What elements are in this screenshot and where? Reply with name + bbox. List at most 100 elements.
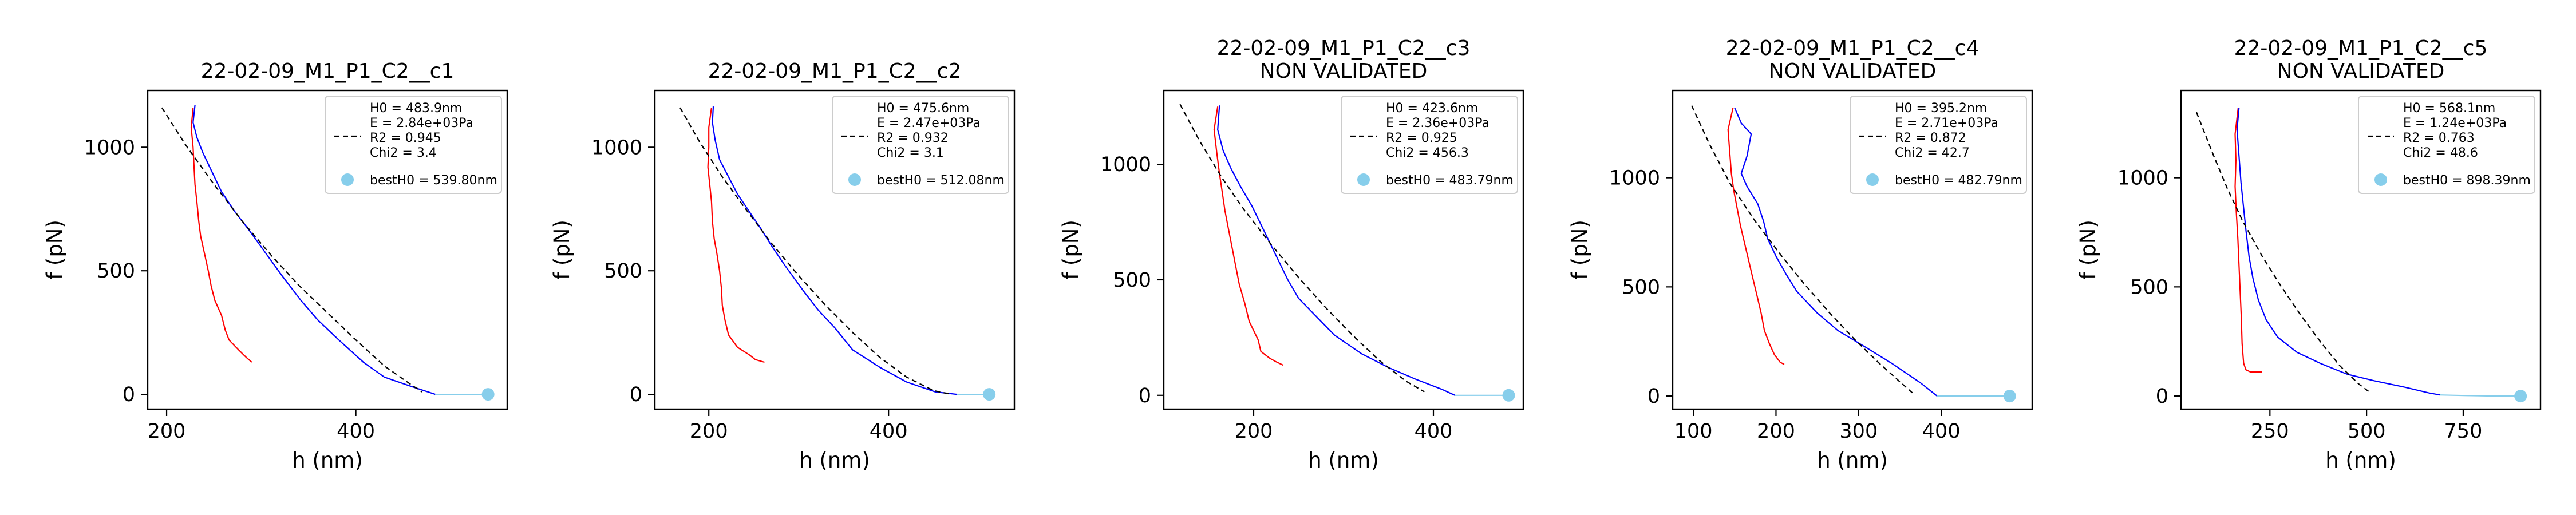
series-blue-line — [1217, 105, 1456, 396]
legend-fit-line: R2 = 0.763 — [2403, 131, 2475, 145]
legend-point-swatch — [1866, 173, 1879, 186]
y-tick-label: 500 — [1622, 276, 1660, 299]
series-fit-line — [679, 107, 952, 395]
y-tick-label: 500 — [604, 260, 642, 283]
axes-frame — [2180, 89, 2542, 410]
y-axis-label: f (pN) — [1058, 220, 1083, 280]
y-tick-label: 1000 — [591, 136, 642, 159]
chart-title: 22-02-09_M1_P1_C2__c1 — [201, 60, 455, 83]
legend-fit-line: R2 = 0.932 — [877, 131, 949, 145]
y-tick-label: 500 — [1113, 269, 1151, 292]
best-h0-point — [983, 388, 996, 401]
legend-box — [1850, 96, 2027, 194]
x-tick-label: 300 — [1839, 420, 1878, 443]
y-tick-label: 0 — [123, 383, 135, 406]
x-tick-label: 500 — [2348, 420, 2386, 443]
chart-panel-1: 22-02-09_M1_P1_C2__c1 200 400 0 500 1000 h (nm… — [42, 60, 508, 473]
legend-box — [832, 96, 1009, 194]
series-fit-line — [2195, 112, 2371, 394]
legend-fit-line: H0 = 423.6nm — [1386, 101, 1478, 116]
chart-title: 22-02-09_M1_P1_C2__c3 — [1217, 37, 1471, 60]
x-axis-label: h (nm) — [292, 448, 363, 473]
plot-area — [2195, 108, 2527, 403]
legend-fit-line: E = 2.47e+03Pa — [877, 116, 981, 130]
legend-point-swatch — [848, 173, 861, 186]
y-tick-label: 500 — [2130, 276, 2168, 299]
chart-panel-2: 22-02-09_M1_P1_C2__c2 200 400 0 500 1000 h (nm… — [550, 60, 1016, 473]
best-h0-point — [481, 388, 495, 401]
series-blue-line — [1734, 108, 1938, 397]
series-blue-line — [712, 106, 957, 395]
legend-fit-line: H0 = 475.6nm — [877, 101, 969, 116]
legend-fit-line: R2 = 0.872 — [1895, 131, 1966, 145]
legend-fit-line: Chi2 = 3.4 — [370, 146, 437, 160]
x-axis-label: h (nm) — [1817, 448, 1888, 473]
chart-subtitle: NON VALIDATED — [1769, 60, 1937, 83]
y-axis-label: f (pN) — [1567, 220, 1592, 280]
chart-title: 22-02-09_M1_P1_C2__c2 — [708, 60, 962, 83]
best-h0-point — [2003, 390, 2016, 403]
x-tick-label: 100 — [1674, 420, 1713, 443]
chart-title: 22-02-09_M1_P1_C2__c4 — [1726, 37, 1980, 60]
chart-title: 22-02-09_M1_P1_C2__c5 — [2234, 37, 2488, 60]
series-red-line — [707, 108, 765, 363]
legend-fit-line: R2 = 0.945 — [370, 131, 441, 145]
series-fit-line — [1691, 105, 1913, 394]
legend-point-swatch — [2374, 173, 2387, 186]
axes-frame — [654, 89, 1016, 410]
x-tick-label: 200 — [1757, 420, 1795, 443]
x-axis-label: h (nm) — [799, 448, 870, 473]
best-h0-point — [2514, 390, 2527, 403]
x-tick-label: 200 — [1235, 420, 1273, 443]
best-h0-point — [1502, 389, 1515, 402]
legend-box — [325, 96, 502, 194]
legend-fit-line: Chi2 = 42.7 — [1895, 146, 1970, 160]
x-tick-label: 200 — [148, 420, 186, 443]
legend-point-label: bestH0 = 898.39nm — [2403, 173, 2531, 188]
x-tick-label: 250 — [2251, 420, 2289, 443]
legend-fit-line: E = 2.71e+03Pa — [1895, 116, 1998, 130]
y-tick-label: 0 — [1647, 385, 1660, 408]
legend-fit-line: H0 = 395.2nm — [1895, 101, 1987, 116]
legend-point-label: bestH0 = 539.80nm — [370, 173, 497, 188]
x-tick-label: 400 — [870, 420, 908, 443]
legend-point-swatch — [341, 173, 354, 186]
series-blue-ext-line — [2440, 394, 2520, 397]
legend-point-label: bestH0 = 483.79nm — [1386, 173, 1514, 188]
x-axis-label: h (nm) — [2325, 448, 2396, 473]
y-tick-label: 1000 — [1100, 153, 1151, 176]
y-axis-label: f (pN) — [2076, 220, 2100, 280]
plot-area — [1691, 105, 2016, 403]
x-tick-label: 400 — [337, 420, 375, 443]
x-tick-label: 400 — [1922, 420, 1961, 443]
series-red-line — [2234, 108, 2262, 373]
y-tick-label: 1000 — [1609, 167, 1660, 190]
series-fit-line — [1179, 104, 1425, 393]
series-red-line — [1213, 106, 1284, 366]
x-tick-label: 200 — [690, 420, 728, 443]
series-blue-line — [192, 105, 436, 395]
legend-box — [2358, 96, 2535, 194]
y-axis-label: f (pN) — [550, 220, 574, 280]
y-tick-label: 1000 — [2117, 167, 2168, 190]
x-tick-label: 750 — [2444, 420, 2483, 443]
legend-fit-line: Chi2 = 48.6 — [2403, 146, 2478, 160]
legend-fit-line: E = 2.36e+03Pa — [1386, 116, 1490, 130]
legend-fit-line: Chi2 = 456.3 — [1386, 146, 1469, 160]
axes-frame — [1672, 89, 2033, 410]
chart-subtitle: NON VALIDATED — [2277, 60, 2445, 83]
legend-fit-line: R2 = 0.925 — [1386, 131, 1457, 145]
axes-frame — [147, 89, 508, 410]
y-tick-label: 1000 — [84, 136, 135, 159]
legend-point-swatch — [1357, 173, 1370, 186]
legend-fit-line: H0 = 483.9nm — [370, 101, 462, 116]
y-axis-label: f (pN) — [42, 220, 67, 280]
